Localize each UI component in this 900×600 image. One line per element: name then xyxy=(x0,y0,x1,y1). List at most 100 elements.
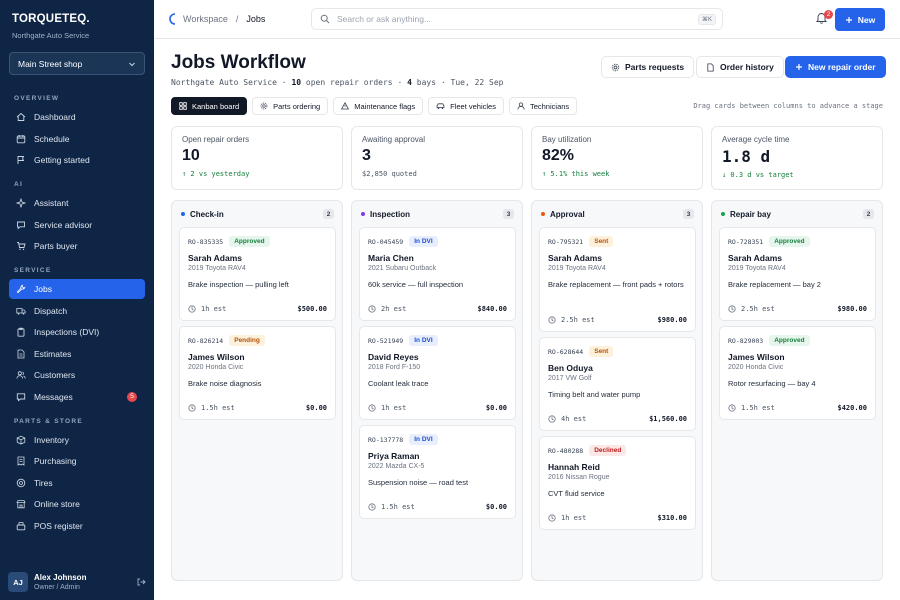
bell-icon[interactable] xyxy=(816,12,827,24)
new-button[interactable]: New xyxy=(835,8,885,31)
page-subtitle: Northgate Auto Service · 10 open repair … xyxy=(171,78,504,87)
stat-card-open-repair-orders: Open repair orders 10 ↑ 2 vs yesterday xyxy=(171,126,343,190)
warning-icon xyxy=(341,102,350,110)
parts-requests-button[interactable]: Parts requests xyxy=(601,56,695,78)
job-card[interactable]: RO-795321 Sent Sarah Adams 2019 Toyota RA… xyxy=(539,227,696,332)
search-input[interactable]: Search or ask anything... ⌘K xyxy=(311,8,723,30)
clock-icon xyxy=(368,305,376,313)
messages-count-badge: 5 xyxy=(127,391,137,402)
new-repair-order-label: New repair order xyxy=(808,62,876,72)
new-button-label: New xyxy=(857,14,876,25)
stat-value: 10 xyxy=(182,147,200,164)
customer-name: Priya Raman xyxy=(368,451,420,461)
sidebar-item-pos-register[interactable]: POS register xyxy=(9,516,145,536)
vehicle: 2022 Mazda CX-5 xyxy=(368,463,425,470)
time-estimate-text: 1h est xyxy=(201,305,227,313)
sidebar-item-online-store[interactable]: Online store xyxy=(9,494,145,514)
store-icon xyxy=(16,500,26,509)
page-date: Tue, 22 Sep xyxy=(450,78,504,87)
sidebar-item-purchasing[interactable]: Purchasing xyxy=(9,451,145,471)
tab-fleet-vehicles[interactable]: Fleet vehicles xyxy=(428,97,504,115)
amount: $0.00 xyxy=(305,404,327,412)
repair-order-id: RO-835335 xyxy=(188,237,224,246)
shop-selector-label: Main Street shop xyxy=(18,58,83,69)
breadcrumb-root[interactable]: Workspace xyxy=(183,14,228,24)
tab-label: Kanban board xyxy=(192,101,240,111)
column-count: 3 xyxy=(683,209,694,219)
logout-icon[interactable] xyxy=(136,577,146,587)
users-icon xyxy=(16,371,26,379)
tire-icon xyxy=(16,478,26,487)
drag-hint: Drag cards between columns to advance a … xyxy=(693,102,883,110)
clock-icon xyxy=(548,415,556,423)
user-role: Owner / Admin xyxy=(34,584,80,591)
job-card[interactable]: RO-829003 Approved James Wilson 2020 Hond… xyxy=(719,326,876,420)
job-card[interactable]: RO-137778 In DVI Priya Raman 2022 Mazda C… xyxy=(359,425,516,519)
sidebar-item-label: Schedule xyxy=(34,133,70,144)
sidebar-section-title: PARTS & STORE xyxy=(14,417,84,425)
clock-icon xyxy=(548,514,556,522)
sidebar-item-dispatch[interactable]: Dispatch xyxy=(9,301,145,321)
repair-order-id: RO-826214 xyxy=(188,336,224,345)
time-estimate-text: 1.5h est xyxy=(381,503,415,511)
column-title: Approval xyxy=(550,209,585,219)
sidebar-item-tires[interactable]: Tires xyxy=(9,473,145,493)
tab-technicians[interactable]: Technicians xyxy=(508,97,578,115)
job-card[interactable]: RO-728351 Approved Sarah Adams 2019 Toyot… xyxy=(719,227,876,321)
job-card[interactable]: RO-521949 In DVI David Reyes 2018 Ford F-… xyxy=(359,326,516,420)
kanban-column-inspection: Inspection 3 RO-045459 In DVI Maria Chen … xyxy=(351,200,523,581)
customer-name: James Wilson xyxy=(188,352,245,362)
order-history-button[interactable]: Order history xyxy=(696,56,784,78)
sidebar-item-estimates[interactable]: Estimates xyxy=(9,344,145,364)
tab-maintenance-flags[interactable]: Maintenance flags xyxy=(333,97,424,115)
sidebar-item-label: Assistant xyxy=(34,198,69,208)
job-card[interactable]: RO-480288 Declined Hannah Reid 2016 Nissa… xyxy=(539,436,696,530)
sidebar-item-dashboard[interactable]: Dashboard xyxy=(9,107,145,127)
sidebar-item-service-advisor[interactable]: Service advisor xyxy=(9,215,145,235)
register-icon xyxy=(16,521,26,530)
status-badge: In DVI xyxy=(409,236,438,247)
message-icon xyxy=(16,392,26,402)
time-estimate: 2.5h est xyxy=(548,316,595,324)
search-shortcut: ⌘K xyxy=(697,14,716,25)
sidebar-item-getting-started[interactable]: Getting started xyxy=(9,150,145,170)
sidebar-toggle-icon[interactable] xyxy=(169,13,178,25)
sidebar-item-parts-buyer[interactable]: Parts buyer xyxy=(9,236,145,256)
sidebar-item-messages[interactable]: Messages 5 xyxy=(9,387,145,407)
truck-icon xyxy=(16,307,26,315)
shop-selector[interactable]: Main Street shop xyxy=(9,52,145,75)
tab-kanban-board[interactable]: Kanban board xyxy=(171,97,248,115)
time-estimate-text: 2h est xyxy=(381,305,407,313)
brand-logo[interactable]: TORQUETEQ. xyxy=(12,13,90,25)
search-placeholder: Search or ask anything... xyxy=(337,14,432,24)
status-badge: Approved xyxy=(229,236,270,247)
dot-separator: · xyxy=(440,78,446,87)
tab-parts-ordering[interactable]: Parts ordering xyxy=(252,97,329,115)
repair-order-id: RO-728351 xyxy=(728,237,764,246)
job-card[interactable]: RO-826214 Pending James Wilson 2020 Honda… xyxy=(179,326,336,420)
sidebar-item-assistant[interactable]: Assistant xyxy=(9,193,145,213)
column-title: Check-in xyxy=(190,209,224,219)
customer-name: Sarah Adams xyxy=(548,253,603,263)
sidebar-item-schedule[interactable]: Schedule xyxy=(9,129,145,149)
receipt-icon xyxy=(17,456,25,466)
clock-icon xyxy=(728,305,736,313)
sidebar-item-label: Customers xyxy=(34,370,76,380)
open-orders-label: open repair orders xyxy=(305,78,393,87)
vehicle: 2019 Toyota RAV4 xyxy=(548,265,606,272)
sidebar-item-inspections[interactable]: Inspections (DVI) xyxy=(9,322,145,342)
sidebar-item-customers[interactable]: Customers xyxy=(9,365,145,385)
stats-row: Open repair orders 10 ↑ 2 vs yesterday A… xyxy=(171,126,883,190)
view-tabs: Kanban board Parts ordering Maintenance … xyxy=(171,97,582,115)
job-card[interactable]: RO-835335 Approved Sarah Adams 2019 Toyot… xyxy=(179,227,336,321)
vehicle: 2021 Subaru Outback xyxy=(368,265,437,272)
sidebar-item-jobs[interactable]: Jobs xyxy=(9,279,145,299)
amount: $980.00 xyxy=(657,316,687,324)
job-card[interactable]: RO-628644 Sent Ben Oduya 2017 VW Golf Tim… xyxy=(539,337,696,431)
job-card[interactable]: RO-045459 In DVI Maria Chen 2021 Subaru O… xyxy=(359,227,516,321)
time-estimate-text: 2.5h est xyxy=(741,305,775,313)
sidebar-item-inventory[interactable]: Inventory xyxy=(9,430,145,450)
order-history-label: Order history xyxy=(720,62,774,72)
user-profile[interactable]: AJ Alex Johnson Owner / Admin xyxy=(8,572,146,592)
new-repair-order-button[interactable]: New repair order xyxy=(785,56,886,78)
